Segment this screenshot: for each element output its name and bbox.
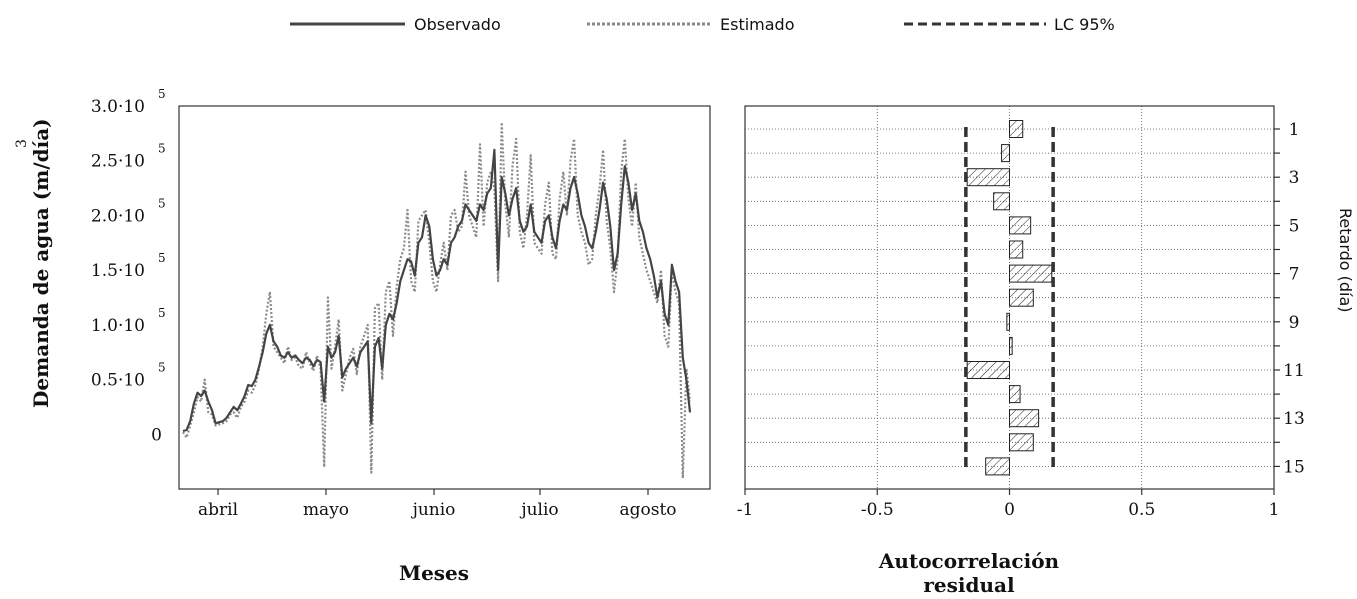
bar-lag-6 bbox=[1009, 240, 1024, 259]
right-y-tick-label: 5 bbox=[1289, 216, 1300, 236]
left-y-tick-label: 0 bbox=[151, 425, 162, 445]
left-y-tick-exponent: 5 bbox=[158, 251, 166, 265]
left-y-tick-exponent: 5 bbox=[158, 361, 166, 375]
left-y-tick-label: 1.5·10 bbox=[91, 261, 145, 281]
left-y-tick-exponent: 5 bbox=[158, 142, 166, 156]
right-confidence-limits bbox=[964, 127, 1055, 469]
bar-lag-9 bbox=[1006, 312, 1010, 331]
series-line-observado bbox=[182, 148, 692, 433]
bar-lag-2 bbox=[1001, 144, 1011, 163]
legend-label-lc95: LC 95% bbox=[1054, 15, 1115, 34]
right-y-tick-label: 11 bbox=[1283, 361, 1305, 381]
right-y-tick-label: 7 bbox=[1289, 265, 1300, 285]
left-y-tick-label: 1.0·10 bbox=[91, 316, 145, 336]
left-x-axis-title: Meses bbox=[399, 561, 469, 585]
right-y-tick-label: 15 bbox=[1283, 457, 1305, 477]
right-y-tick-label: 3 bbox=[1289, 168, 1300, 188]
left-plot-frame bbox=[178, 105, 711, 490]
left-x-tick-label: julio bbox=[519, 500, 558, 520]
right-x-tick-label: 0.5 bbox=[1128, 500, 1155, 520]
bar-lag-3 bbox=[966, 168, 1010, 187]
right-x-axis-title: Autocorrelación residual bbox=[878, 549, 1060, 597]
bar-lag-1 bbox=[1009, 120, 1024, 138]
left-y-ticks: 0 0.5·10 5 1.0·10 5 1.5·10 5 2.0·10 5 2.5·10 5 3.0·… bbox=[91, 87, 166, 445]
left-y-tick-exponent: 5 bbox=[158, 87, 166, 101]
left-y-tick-label: 3.0·10 bbox=[91, 97, 145, 117]
left-x-tick-label: mayo bbox=[303, 500, 349, 520]
left-series-group bbox=[182, 121, 692, 480]
right-x-tick-label: -1 bbox=[737, 500, 754, 520]
right-x-ticks: -1 -0.5 0 0.5 1 bbox=[737, 489, 1280, 520]
legend: Observado Estimado LC 95% bbox=[290, 15, 1115, 34]
bar-lag-12 bbox=[1009, 385, 1021, 404]
bar-lag-14 bbox=[1009, 433, 1034, 452]
left-y-tick-exponent: 5 bbox=[158, 306, 166, 320]
left-chart: 0 0.5·10 5 1.0·10 5 1.5·10 5 2.0·10 5 2.5·10 5 3.0·… bbox=[14, 87, 711, 585]
right-x-tick-label: 0 bbox=[1004, 500, 1015, 520]
right-y-tick-label: 9 bbox=[1289, 313, 1300, 333]
bar-lag-15 bbox=[985, 457, 1011, 476]
right-y-tick-label: 1 bbox=[1289, 120, 1300, 140]
legend-label-estimado: Estimado bbox=[720, 15, 795, 34]
bar-lag-7 bbox=[1009, 264, 1053, 283]
left-y-tick-label: 2.0·10 bbox=[91, 206, 145, 226]
bar-lag-5 bbox=[1009, 216, 1032, 235]
bar-lag-10 bbox=[1009, 336, 1013, 355]
bar-lag-13 bbox=[1009, 409, 1040, 428]
right-y-tick-label: 13 bbox=[1283, 409, 1305, 429]
left-y-axis-title-sup: 3 bbox=[14, 139, 30, 148]
left-y-axis-title: Demanda de agua (m/día) bbox=[29, 118, 53, 408]
right-bars bbox=[966, 120, 1053, 476]
bar-lag-11 bbox=[966, 361, 1010, 379]
right-x-tick-label: 1 bbox=[1269, 500, 1280, 520]
left-x-tick-label: junio bbox=[411, 500, 456, 520]
left-x-ticks: abril mayo junio julio agosto bbox=[198, 489, 677, 520]
bar-lag-4 bbox=[993, 192, 1011, 211]
bar-lag-8 bbox=[1009, 288, 1034, 307]
left-x-tick-label: abril bbox=[198, 500, 238, 520]
left-y-tick-exponent: 5 bbox=[158, 196, 166, 210]
left-y-tick-label: 0.5·10 bbox=[91, 371, 145, 391]
left-x-tick-label: agosto bbox=[619, 500, 676, 520]
right-y-axis-title: Retardo (día) bbox=[1336, 208, 1355, 313]
legend-label-observado: Observado bbox=[414, 15, 501, 34]
series-line-estimado bbox=[182, 121, 692, 480]
left-y-tick-label: 2.5·10 bbox=[91, 152, 145, 172]
right-x-tick-label: -0.5 bbox=[861, 500, 894, 520]
